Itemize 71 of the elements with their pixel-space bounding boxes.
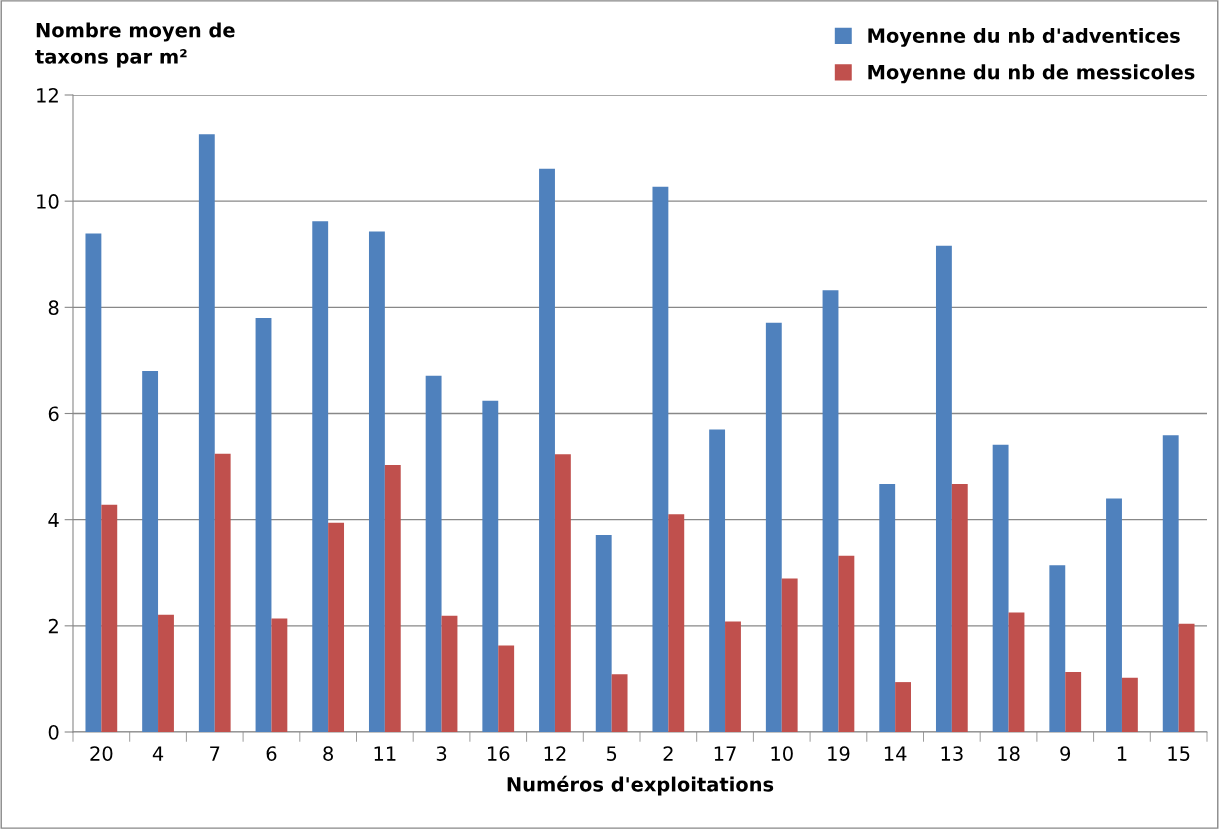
y-tick-label: 10: [37, 194, 59, 209]
bar: [725, 621, 741, 732]
y-tick-label: 4: [48, 512, 59, 528]
bar: [271, 618, 288, 732]
bar: [482, 400, 499, 732]
x-tick-label: 2: [663, 746, 673, 761]
x-tick-label: 11: [374, 746, 396, 761]
x-tick-label: 18: [998, 746, 1020, 761]
x-tick-label: 5: [606, 746, 617, 761]
bar: [879, 484, 896, 732]
bar: [554, 454, 571, 732]
bar: [668, 514, 685, 732]
x-axis-title: Numéros d'exploitations: [507, 775, 774, 796]
bar: [1008, 612, 1025, 732]
x-tick-label: 13: [941, 746, 963, 761]
bar: [312, 221, 329, 732]
bar: [1065, 672, 1082, 732]
x-tick-label: 8: [323, 746, 334, 761]
bar: [214, 453, 231, 732]
x-tick-label: 16: [488, 746, 510, 761]
x-tick-label: 19: [828, 746, 850, 761]
x-tick-label: 1: [1117, 746, 1127, 761]
bar: [1106, 498, 1122, 732]
bar: [425, 375, 442, 732]
bar: [441, 615, 458, 732]
bar: [142, 371, 159, 732]
x-tick-label: 10: [771, 746, 793, 761]
x-tick-label: 14: [884, 746, 907, 761]
bar: [595, 535, 612, 732]
x-tick-label: 17: [714, 746, 736, 761]
bar: [951, 484, 968, 732]
bar: [1049, 565, 1066, 732]
bar: [992, 444, 1009, 732]
x-tick-label: 12: [544, 746, 566, 761]
x-tick-label: 9: [1060, 746, 1071, 761]
y-tick-label: 8: [48, 300, 59, 315]
x-tick-label: 20: [90, 746, 113, 761]
bar: [781, 578, 798, 732]
bar: [158, 614, 174, 732]
bar: [652, 186, 669, 732]
bar: [822, 290, 839, 732]
bar: [328, 522, 345, 732]
bar: [1178, 623, 1195, 732]
bar: [384, 464, 401, 732]
bar: [101, 504, 118, 732]
bar: [935, 245, 952, 732]
y-tick-label: 6: [48, 406, 59, 422]
x-tick-label: 7: [210, 746, 220, 761]
y-axis-title: Nombre moyen de taxons par m²: [35, 22, 235, 68]
x-tick-label: 6: [266, 746, 277, 761]
bar: [765, 322, 782, 732]
x-tick-label: 15: [1168, 746, 1190, 761]
x-tick-label: 4: [152, 746, 164, 761]
legend-label: Moyenne du nb d'adventices: [868, 27, 1180, 47]
y-tick-label: 0: [48, 724, 59, 740]
bar: [198, 134, 215, 732]
bar: [838, 555, 855, 732]
x-tick-label: 3: [436, 746, 447, 761]
bar: [368, 231, 385, 732]
bar: [498, 645, 515, 732]
bar: [85, 233, 102, 732]
bar: [539, 168, 555, 732]
bar: [709, 429, 726, 732]
y-tick-label: 2: [48, 618, 58, 634]
bar: [611, 674, 628, 732]
bar: [255, 317, 272, 732]
bar: [1162, 435, 1179, 732]
bar: [1121, 677, 1138, 732]
bar: [895, 682, 912, 732]
legend-label: Moyenne du nb de messicoles: [868, 64, 1195, 84]
y-tick-label: 12: [37, 87, 58, 103]
